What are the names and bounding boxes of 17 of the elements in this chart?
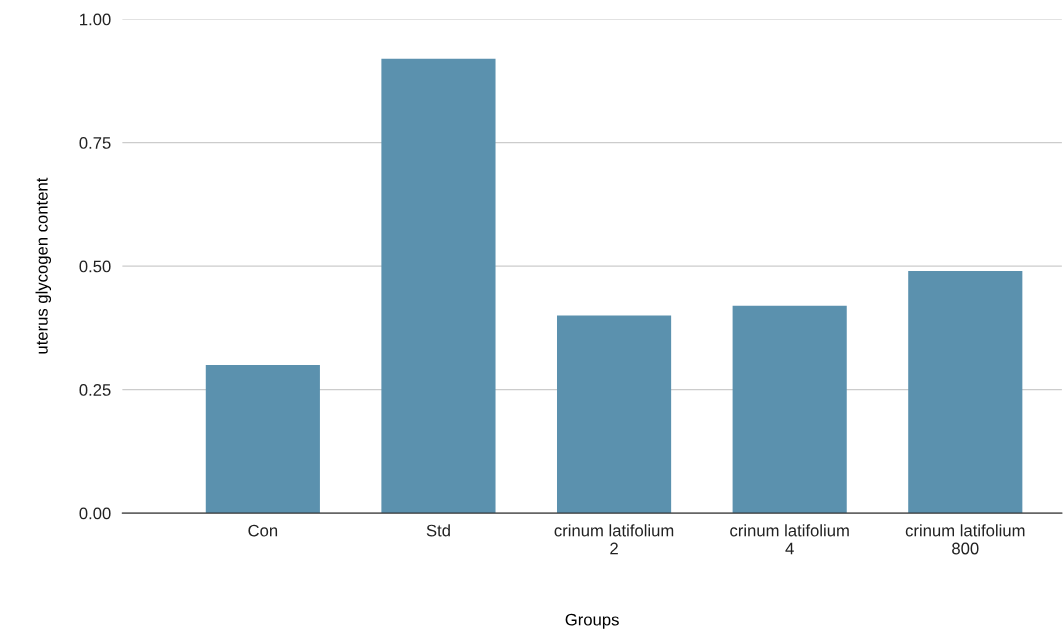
x-axis-title: Groups: [565, 613, 619, 629]
x-tick-label: Con: [248, 524, 278, 537]
y-tick-label: 0.00: [79, 507, 111, 520]
bar: [908, 271, 1023, 514]
y-tick-label: 0.25: [79, 384, 111, 396]
bar: [205, 364, 320, 514]
x-tick-label: crinum latifolium 2: [554, 524, 674, 555]
bar: [556, 315, 672, 514]
x-tick-label: crinum latifolium 4: [730, 524, 849, 555]
bar: [732, 305, 847, 514]
x-tick-label: Std: [426, 524, 450, 537]
y-axis-title: uterus glycogen content: [35, 177, 52, 354]
y-tick-label: 0.75: [79, 137, 111, 149]
y-tick-label: 0.50: [79, 260, 111, 273]
bar: [381, 58, 496, 514]
x-tick-label: crinum latifolium 800: [905, 524, 1025, 555]
y-tick-label: 1.00: [80, 13, 111, 26]
